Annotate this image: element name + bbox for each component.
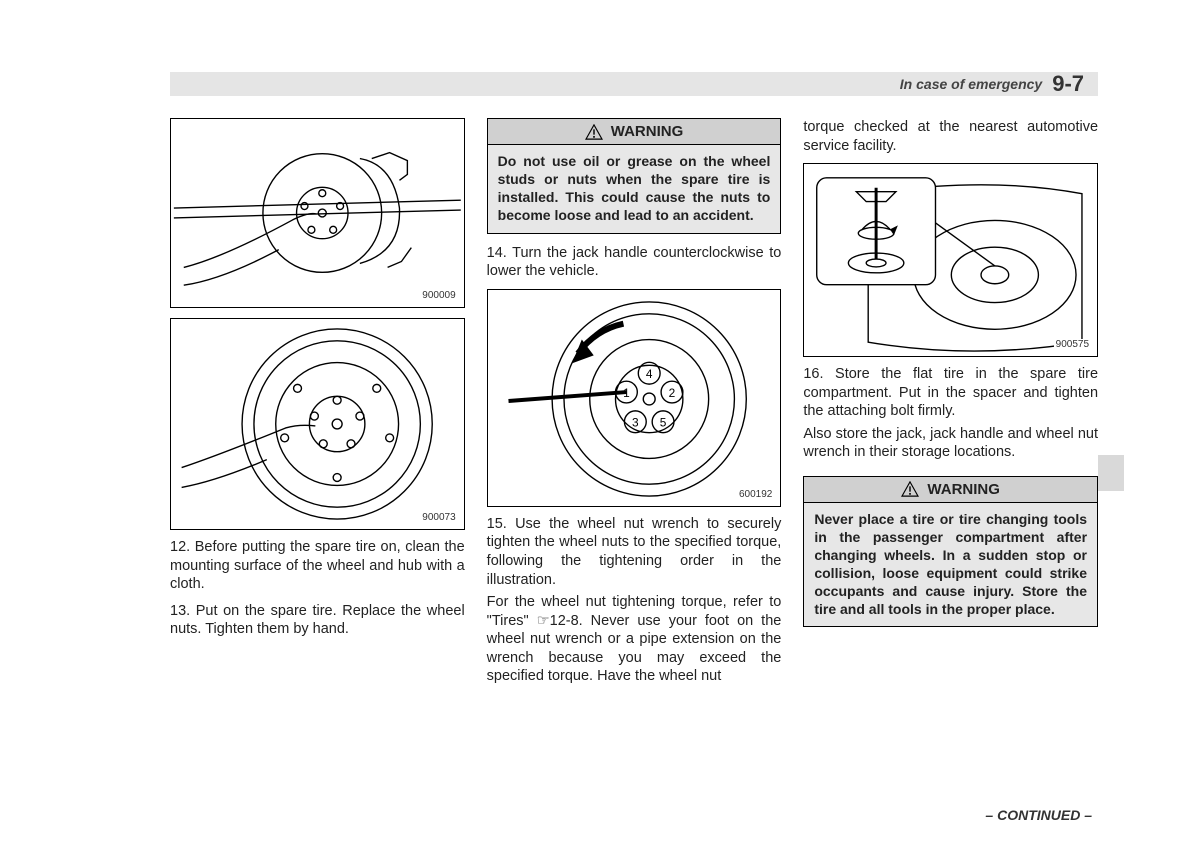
figure-tire-storage: 900575 xyxy=(803,163,1098,357)
warning-triangle-icon xyxy=(585,124,603,140)
warning-header: WARNING xyxy=(804,477,1097,503)
column-2: WARNING Do not use oil or grease on the … xyxy=(487,118,782,793)
warning-header: WARNING xyxy=(488,119,781,145)
svg-text:5: 5 xyxy=(659,416,666,430)
warning-label: WARNING xyxy=(611,122,684,141)
figure-id: 900073 xyxy=(420,512,457,525)
page-number: 9-7 xyxy=(1052,71,1084,97)
step-14: 14. Turn the jack handle counterclockwis… xyxy=(487,244,782,281)
figure-lug-pattern: 1 2 3 4 5 600192 xyxy=(487,289,782,507)
step-16b: Also store the jack, jack handle and whe… xyxy=(803,425,1098,462)
content-columns: 900009 xyxy=(170,118,1098,793)
warning-box-2: WARNING Never place a tire or tire chang… xyxy=(803,476,1098,628)
lug-pattern-illustration: 1 2 3 4 5 xyxy=(488,290,781,506)
step-13: 13. Put on the spare tire. Replace the w… xyxy=(170,602,465,639)
svg-text:3: 3 xyxy=(632,416,639,430)
step-15: 15. Use the wheel nut wrench to securely… xyxy=(487,515,782,589)
figure-id: 900575 xyxy=(1054,339,1091,352)
warning-text: Do not use oil or grease on the wheel st… xyxy=(488,145,781,233)
tire-storage-illustration xyxy=(804,164,1097,356)
figure-id: 900009 xyxy=(420,290,457,303)
warning-triangle-icon xyxy=(901,481,919,497)
figure-spare-tire: 900073 xyxy=(170,318,465,530)
svg-text:2: 2 xyxy=(668,386,675,400)
page-header: In case of emergency 9-7 xyxy=(170,72,1098,96)
warning-label: WARNING xyxy=(927,480,1000,499)
figure-id: 600192 xyxy=(737,489,774,502)
step-15-cont: For the wheel nut tightening torque, ref… xyxy=(487,593,782,686)
brake-hub-illustration xyxy=(171,119,464,307)
torque-note: torque checked at the nearest automotive… xyxy=(803,118,1098,155)
thumb-tab xyxy=(1098,455,1124,491)
svg-text:4: 4 xyxy=(646,367,653,381)
step-16: 16. Store the flat tire in the spare tir… xyxy=(803,365,1098,421)
figure-brake-hub: 900009 xyxy=(170,118,465,308)
warning-text: Never place a tire or tire changing tool… xyxy=(804,503,1097,626)
manual-page: In case of emergency 9-7 xyxy=(0,0,1200,863)
warning-box-1: WARNING Do not use oil or grease on the … xyxy=(487,118,782,234)
continued-marker: – CONTINUED – xyxy=(985,807,1092,823)
section-title: In case of emergency xyxy=(900,76,1042,92)
step-12: 12. Before putting the spare tire on, cl… xyxy=(170,538,465,594)
spare-tire-illustration xyxy=(171,319,464,529)
column-3: torque checked at the nearest automotive… xyxy=(803,118,1098,793)
column-1: 900009 xyxy=(170,118,465,793)
